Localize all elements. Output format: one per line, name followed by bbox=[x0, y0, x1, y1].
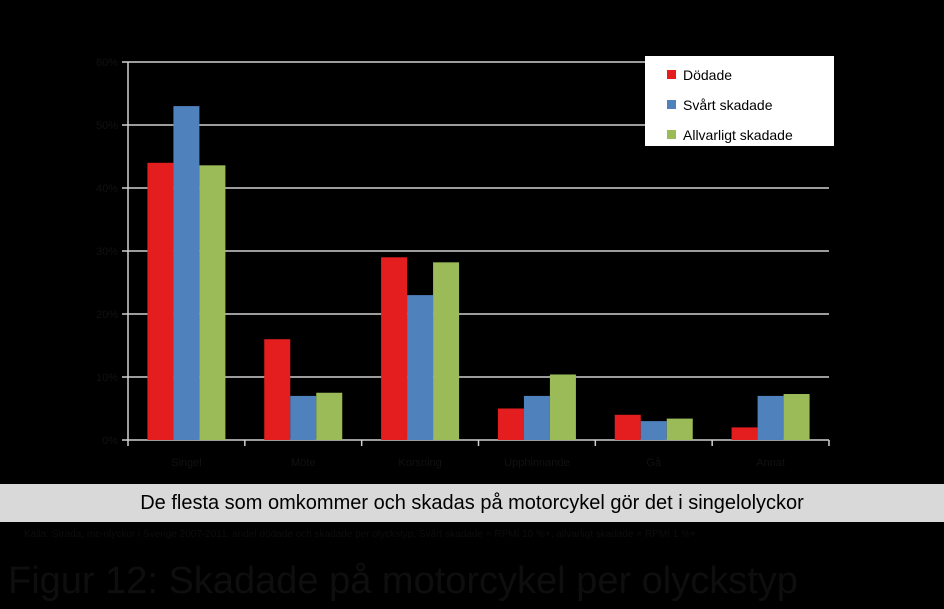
bar-allvarligt-skadade bbox=[199, 165, 226, 440]
bar-chart: 0% 10% 20% 30% 40% 50% 60% Singel Möte Korsning Up… bbox=[96, 56, 834, 469]
x-tick-label: Möte bbox=[291, 457, 315, 469]
legend-swatch bbox=[667, 100, 676, 109]
bar-d-dade bbox=[614, 414, 641, 440]
x-tick-label: Gå bbox=[646, 457, 662, 469]
bar-d-dade bbox=[147, 162, 174, 441]
x-tick-label: Korsning bbox=[398, 457, 441, 469]
bar-sv-rt-skadade bbox=[757, 395, 784, 440]
legend-box bbox=[645, 56, 834, 146]
bar-sv-rt-skadade bbox=[640, 421, 667, 440]
legend-swatch bbox=[667, 130, 676, 139]
bar-sv-rt-skadade bbox=[407, 295, 434, 440]
chart-caption: De flesta som omkommer och skadas på mot… bbox=[140, 491, 804, 514]
caption-band: De flesta som omkommer och skadas på mot… bbox=[0, 484, 944, 522]
bar-allvarligt-skadade bbox=[549, 374, 576, 440]
source-note: Källa: Strada, mc-olyckor i Sverige 2007… bbox=[24, 529, 696, 540]
legend-swatch bbox=[667, 70, 676, 79]
bar-sv-rt-skadade bbox=[290, 395, 317, 440]
legend-label: Dödade bbox=[683, 67, 732, 83]
y-tick-label: 10% bbox=[96, 372, 118, 384]
bar-allvarligt-skadade bbox=[316, 392, 343, 440]
x-tick-label: Annat bbox=[756, 457, 785, 469]
y-tick-label: 50% bbox=[96, 120, 118, 132]
bar-allvarligt-skadade bbox=[783, 394, 810, 440]
legend-label: Allvarligt skadade bbox=[683, 127, 793, 143]
bar-d-dade bbox=[264, 339, 291, 440]
bar-d-dade bbox=[497, 408, 524, 440]
y-tick-label: 20% bbox=[96, 309, 118, 321]
bar-d-dade bbox=[731, 427, 758, 440]
y-tick-label: 30% bbox=[96, 246, 118, 258]
y-tick-label: 60% bbox=[96, 57, 118, 69]
bar-allvarligt-skadade bbox=[433, 262, 460, 440]
y-tick-label: 0% bbox=[102, 435, 118, 447]
bar-sv-rt-skadade bbox=[173, 106, 200, 440]
bar-allvarligt-skadade bbox=[666, 418, 693, 440]
x-tick-label: Upphinnande bbox=[504, 457, 569, 469]
y-tick-label: 40% bbox=[96, 183, 118, 195]
legend-label: Svårt skadade bbox=[683, 97, 773, 113]
x-tick-label: Singel bbox=[171, 457, 202, 469]
bar-d-dade bbox=[381, 257, 408, 440]
figure-title: Figur 12: Skadade på motorcykel per olyc… bbox=[8, 560, 798, 602]
bar-sv-rt-skadade bbox=[523, 395, 550, 440]
